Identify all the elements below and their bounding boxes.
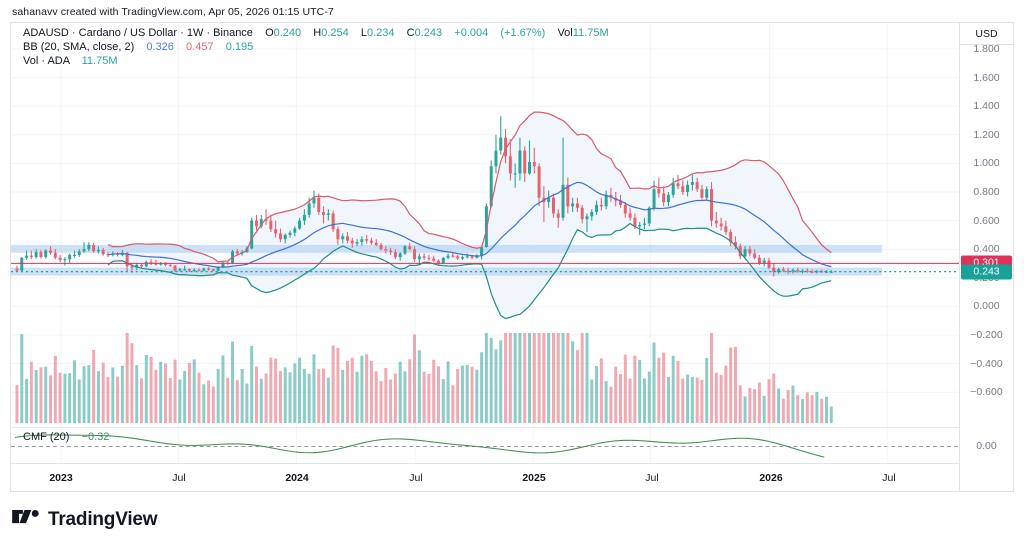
footer: TradingView <box>12 509 158 531</box>
price-tick: −0.400 <box>970 357 1003 370</box>
price-tick: 1.600 <box>973 71 1000 84</box>
tradingview-brand-text: TradingView <box>48 509 158 530</box>
time-tick: 2026 <box>759 472 783 484</box>
attribution-text: sahanavv created with TradingView.com, A… <box>12 6 334 18</box>
time-tick: Jul <box>409 472 423 484</box>
time-scale[interactable]: 2023 Jul 2024 Jul 2025 Jul 2026 Jul <box>11 463 959 491</box>
price-scale[interactable]: USD 1.800 1.600 1.400 1.200 1.000 0.800 0.600 0… <box>959 23 1013 491</box>
price-tick: 0.800 <box>973 186 1000 198</box>
price-tick: −0.600 <box>970 386 1003 399</box>
time-tick: Jul <box>882 472 896 484</box>
pane-divider <box>11 427 959 428</box>
price-tick: 0.600 <box>973 214 1000 227</box>
price-pane[interactable] <box>11 23 959 427</box>
price-tick: 1.000 <box>973 157 1000 170</box>
cmf-legend: CMF (20) −0.32 <box>23 431 109 443</box>
cmf-zero-tick: 0.00 <box>976 440 997 452</box>
time-tick: Jul <box>172 472 186 484</box>
price-chart-canvas <box>11 23 959 427</box>
price-scale-unit: USD <box>960 23 1013 45</box>
price-tick: 0.400 <box>973 243 1000 256</box>
time-tick: Jul <box>645 472 659 484</box>
price-tick: 1.200 <box>973 128 1000 141</box>
price-tick: 0.000 <box>973 300 1000 313</box>
chart-frame[interactable]: USD 1.800 1.600 1.400 1.200 1.000 0.800 0.600 0… <box>10 22 1014 492</box>
time-tick: 2024 <box>285 472 309 484</box>
time-tick: 2025 <box>522 472 546 484</box>
cmf-value: −0.32 <box>81 431 110 443</box>
close-price-badge: 0.243 <box>961 264 1012 280</box>
tradingview-logo-icon <box>12 510 39 524</box>
price-tick: 1.800 <box>973 43 1000 55</box>
cmf-pane[interactable] <box>11 427 959 465</box>
price-tick: −0.200 <box>970 329 1003 341</box>
cmf-chart-canvas <box>11 428 959 465</box>
price-tick: 1.400 <box>973 100 1000 113</box>
time-tick: 2023 <box>49 472 73 484</box>
cmf-title[interactable]: CMF (20) <box>23 431 70 443</box>
